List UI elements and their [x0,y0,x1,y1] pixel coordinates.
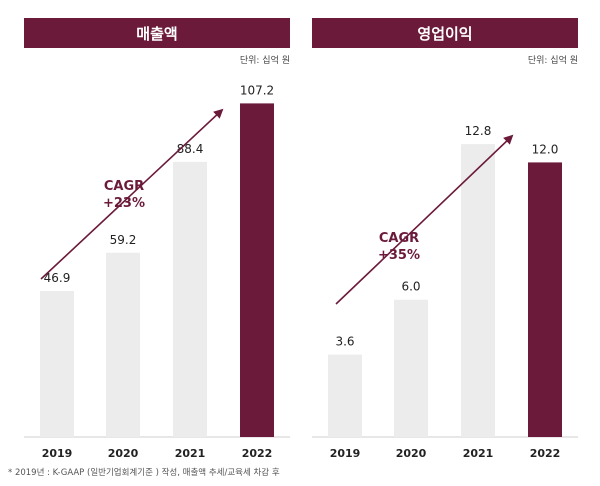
operating-profit-value-label-2020: 6.0 [401,280,420,294]
revenue-bar-2019 [40,291,74,437]
revenue-category-label-2020: 2020 [108,447,139,460]
operating-profit-bar-2022 [528,162,562,438]
operating-profit-bar-2020 [394,299,428,437]
revenue-value-label-2019: 46.9 [44,271,71,285]
footnote: * 2019년 : K-GAAP (일반기업회계기준 ) 작성, 매출액 추세/… [8,468,280,478]
operating-profit-unit-label: 단위: 십억 원 [527,56,578,66]
revenue-category-label-2019: 2019 [42,447,73,460]
revenue-value-label-2020: 59.2 [110,233,137,247]
revenue-category-label-2022: 2022 [242,447,273,460]
revenue-bar-2021 [173,161,207,437]
operating-profit-bar-2019 [328,354,362,437]
revenue-value-label-2022: 107.2 [240,83,274,97]
operating-profit-value-label-2021: 12.8 [465,124,492,138]
operating-profit-value-label-2022: 12.0 [532,142,559,156]
revenue-growth-arrow [40,108,224,280]
revenue-bar-2022 [240,103,274,437]
operating-profit-bar-2021 [461,144,495,437]
revenue-title: 매출액 [24,18,290,48]
operating-profit-category-label-2021: 2021 [463,447,494,460]
revenue-unit-label: 단위: 십억 원 [239,56,290,66]
revenue-panel: 매출액 단위: 십억 원 46.9 2019 59.2 2020 88.4 2021 107… [24,18,290,460]
operating-profit-value-label-2019: 3.6 [335,335,354,349]
operating-profit-chart: 3.6 2019 6.0 2020 12.8 2021 12.0 2022 CAGR +35% [312,124,578,460]
revenue-category-label-2021: 2021 [175,447,206,460]
operating-profit-cagr-value: +35% [378,248,420,263]
operating-profit-title: 영업이익 [312,18,578,48]
revenue-bar-2020 [106,252,140,437]
operating-profit-cagr-label: CAGR [379,231,419,246]
operating-profit-category-label-2019: 2019 [330,447,361,460]
revenue-chart: 46.9201959.2202088.42021107.22022CAGR+23… [24,83,290,460]
operating-profit-panel: 영업이익 단위: 십억 원 3.6 2019 6.0 2020 12.8 2021 12.0… [312,18,578,460]
revenue-cagr-label: CAGR [104,179,144,194]
operating-profit-category-label-2022: 2022 [530,447,561,460]
operating-profit-growth-arrow [335,134,514,305]
operating-profit-category-label-2020: 2020 [396,447,427,460]
revenue-cagr-value: +23% [103,196,145,211]
